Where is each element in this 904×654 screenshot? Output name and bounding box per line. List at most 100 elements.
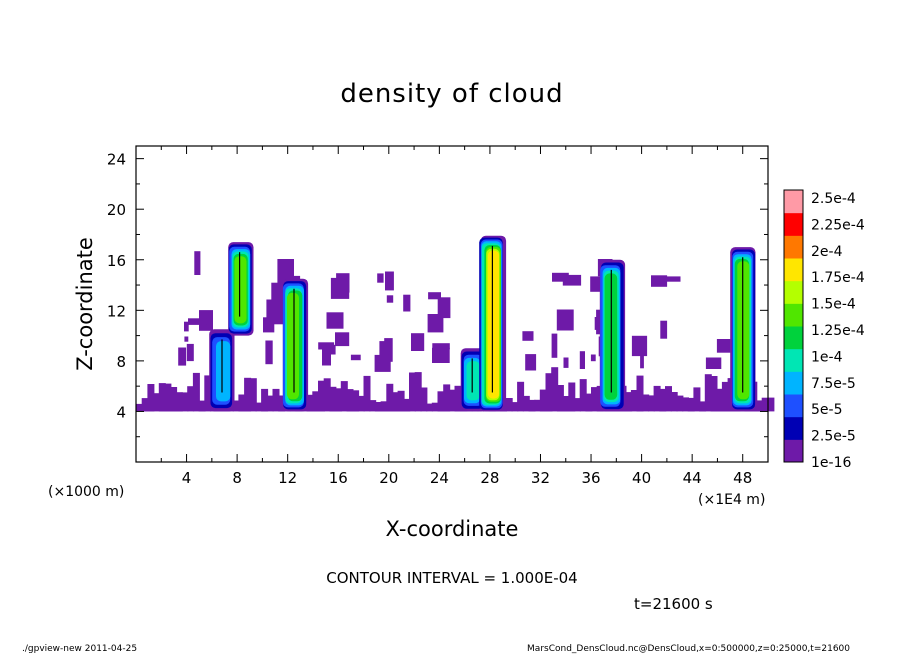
x-multiplier-label: (×1E4 m): [698, 492, 765, 508]
column-level: [286, 292, 299, 400]
colorbar-label: 2e-4: [811, 244, 843, 260]
cloud-base-cell: [642, 394, 650, 412]
x-tick-label: 36: [581, 469, 600, 487]
x-tick-label: 28: [480, 469, 499, 487]
y-tick-label: 8: [116, 353, 126, 371]
cloud-base-cell: [136, 403, 143, 412]
cloud-base-cell: [420, 387, 428, 412]
cloud-patch: [188, 318, 207, 325]
cloud-patch: [266, 299, 285, 325]
cloud-base-cell: [357, 395, 365, 412]
y-tick-label: 20: [107, 201, 126, 219]
cloud-column: [479, 235, 507, 412]
cloud-base-cell: [369, 400, 377, 412]
colorbar-swatch: [784, 394, 803, 418]
cloud-base-cell: [699, 401, 707, 412]
cloud-base-cell: [147, 384, 155, 412]
y-tick-label: 24: [107, 151, 126, 169]
colorbar-swatch: [784, 348, 803, 372]
cloud-base-cell: [591, 387, 598, 412]
cloud-patch: [563, 357, 569, 368]
cloud-patch: [271, 282, 286, 301]
y-tick-label: 12: [107, 302, 126, 320]
cloud-base-cell: [625, 392, 633, 412]
cloud-base-cell: [545, 373, 553, 412]
cloud-base-cell: [431, 402, 439, 412]
colorbar-frame: [783, 189, 804, 463]
cloud-base-cell: [756, 400, 763, 412]
footer-right: MarsCond_DensCloud.nc@DensCloud,x=0:5000…: [527, 644, 850, 654]
cloud-patch: [384, 338, 393, 362]
colorbar-label: 1e-4: [811, 349, 843, 365]
cloud-base-cell: [175, 392, 183, 412]
cloud-base-cell: [380, 401, 388, 412]
cloud-base-cell: [761, 397, 769, 412]
cloud-base-cell: [329, 386, 337, 412]
cloud-base-cell: [409, 372, 416, 412]
column-level: [466, 361, 480, 401]
cloud-base-cell: [198, 400, 206, 412]
cloud-base-cell: [505, 398, 513, 412]
cloud-column: [228, 242, 254, 336]
cloud-patch: [263, 317, 275, 333]
cloud-base-cell: [647, 395, 655, 412]
cloud-patch: [326, 312, 344, 329]
cloud-patch: [336, 273, 350, 293]
cloud-patch: [335, 332, 350, 347]
cloud-base-cell: [181, 392, 189, 412]
cloud-base-cell: [454, 385, 462, 412]
cloud-patch: [651, 275, 668, 287]
cloud-base-cell: [272, 388, 280, 412]
x-tick-label: 12: [278, 469, 297, 487]
cloud-base-cell: [386, 383, 394, 412]
x-unit-label: (×1000 m): [48, 484, 124, 500]
cloud-base-cell: [244, 377, 252, 412]
cloud-patch: [562, 274, 582, 286]
x-tick-label: 44: [683, 469, 702, 487]
colorbar-label: 5e-5: [811, 402, 842, 418]
y-axis-label: Z-coordinate: [73, 237, 97, 371]
cloud-patch: [590, 354, 596, 362]
cloud-base-cell: [585, 393, 593, 412]
cloud-base-cell: [261, 388, 269, 412]
cloud-base-cell: [318, 380, 325, 412]
plot-frame: [135, 145, 769, 463]
x-tick-label: 16: [329, 469, 348, 487]
cloud-base-cell: [238, 394, 246, 412]
contour-interval-text: CONTOUR INTERVAL = 1.000E-04: [326, 569, 577, 587]
cloud-base-cell: [158, 383, 166, 412]
colorbar-swatch: [784, 190, 803, 214]
cloud-patch: [322, 344, 336, 355]
y-tick-label: 16: [107, 252, 126, 270]
cloud-patch: [184, 336, 189, 342]
cloud-base-cell: [335, 388, 343, 412]
cloud-patch: [277, 259, 294, 284]
cloud-patch: [428, 292, 441, 300]
cloud-patch: [551, 333, 558, 358]
cloud-base-cell: [687, 397, 695, 412]
cloud-patch: [265, 340, 273, 365]
x-tick-label: 4: [182, 469, 192, 487]
colorbar-label: 2.5e-4: [811, 191, 856, 207]
cloud-base-cell: [670, 392, 678, 412]
cloud-base-cell: [767, 397, 775, 412]
colorbar-swatch: [784, 326, 803, 350]
cloud-base-cell: [141, 398, 149, 412]
column-level: [216, 341, 231, 402]
cloud-base-cell: [232, 400, 240, 412]
cloud-base-cell: [443, 384, 451, 412]
cloud-patch: [432, 343, 450, 350]
chart-title: density of cloud: [340, 79, 563, 109]
cloud-patch: [403, 294, 411, 312]
plot-area: [135, 145, 775, 463]
cloud-base-cell: [528, 399, 536, 412]
x-tick-label: 32: [531, 469, 550, 487]
cloud-patch: [640, 346, 644, 369]
cloud-base-cell: [704, 374, 712, 412]
cloud-base-cell: [392, 392, 399, 412]
cloud-patch: [716, 339, 731, 353]
cloud-patch: [432, 347, 450, 363]
cloud-base-cell: [556, 385, 564, 412]
cloud-patch: [411, 333, 425, 351]
cloud-base-cell: [164, 383, 172, 412]
